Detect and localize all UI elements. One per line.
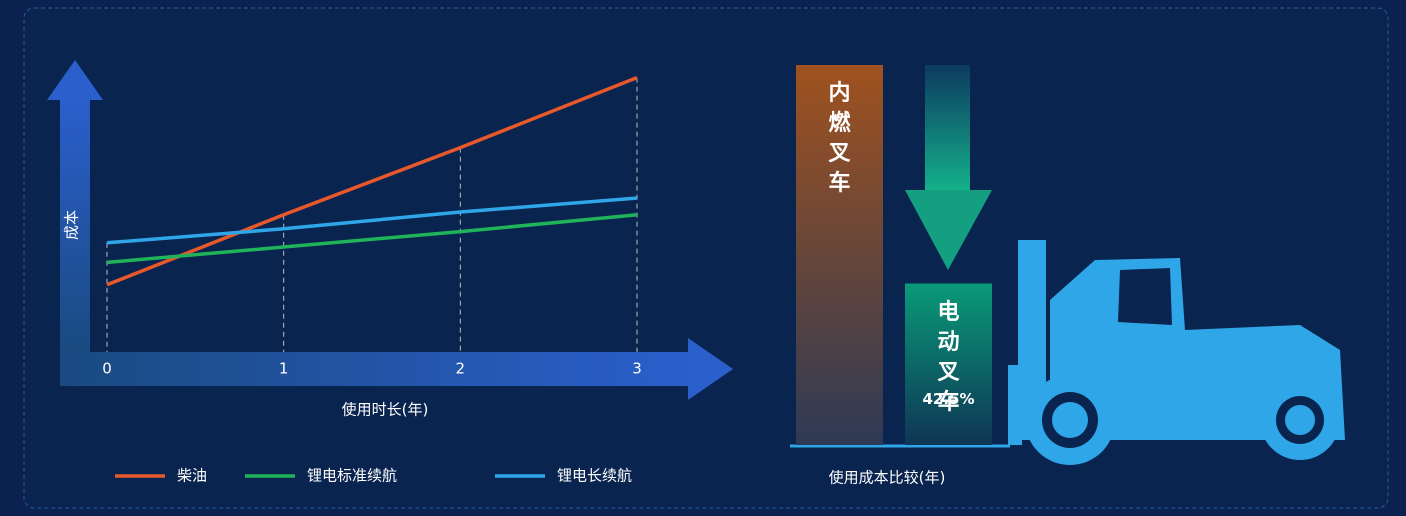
x-tick-label: 3 <box>632 360 642 378</box>
category-label: 内燃叉车 <box>828 81 851 196</box>
forklift-details <box>1042 268 1324 448</box>
x-axis-arrow-head <box>688 338 733 400</box>
y-axis-arrow <box>60 100 90 352</box>
down-arrow <box>925 65 970 190</box>
value-label: 42.5% <box>922 390 974 408</box>
y-axis-arrow-head <box>47 60 103 100</box>
category-label: 电动叉车 <box>937 299 960 415</box>
legend-label: 锂电标准续航 <box>307 467 397 485</box>
x-axis-arrow <box>60 352 690 386</box>
forklift-icon <box>1008 240 1345 465</box>
x-axis-label: 使用时长(年) <box>342 401 429 419</box>
down-arrow-head <box>905 190 992 270</box>
line-series <box>106 196 638 245</box>
bar <box>905 283 992 445</box>
bar <box>796 65 883 445</box>
line-series <box>106 213 638 265</box>
x-tick-label: 1 <box>279 360 289 378</box>
line-series <box>106 75 638 287</box>
x-tick-label: 0 <box>102 360 112 378</box>
legend-label: 柴油 <box>177 467 207 485</box>
y-axis-label: 成本 <box>63 210 81 240</box>
x-axis-label: 使用成本比较(年) <box>829 469 946 487</box>
legend-label: 锂电长续航 <box>557 467 632 485</box>
x-tick-label: 2 <box>456 360 466 378</box>
